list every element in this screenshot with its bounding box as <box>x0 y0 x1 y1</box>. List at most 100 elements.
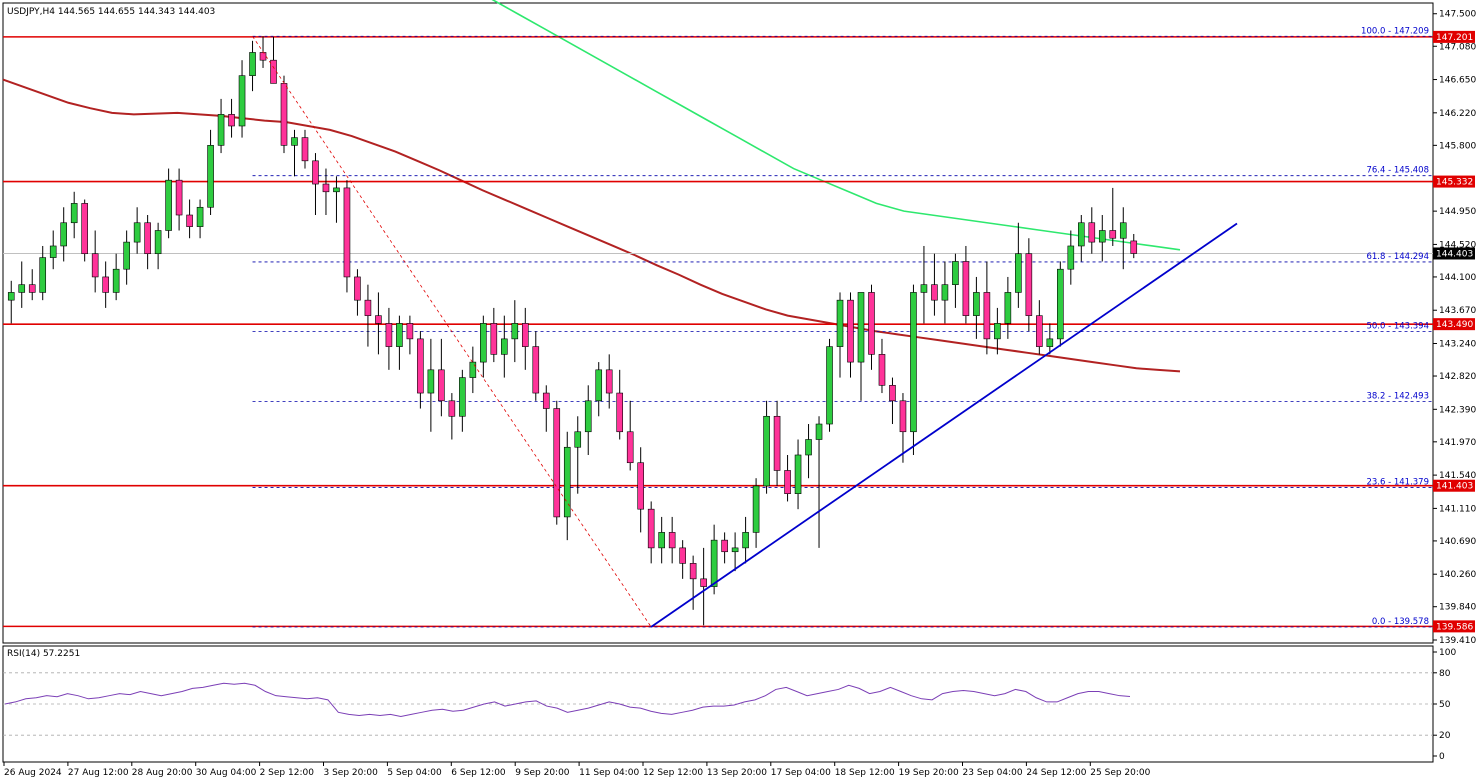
blue-trendline <box>650 222 1238 628</box>
moving-average-red <box>2 78 1181 373</box>
candle-bearish <box>521 323 529 347</box>
candle-bullish <box>574 431 582 448</box>
candle-bullish <box>217 114 225 146</box>
time-tick-label: 26 Aug 2024 <box>4 768 62 778</box>
candle-bearish <box>175 179 183 216</box>
candle-bearish <box>186 214 193 227</box>
moving-averages <box>2 0 1181 373</box>
candle-bearish <box>322 183 330 193</box>
candle-bearish <box>406 323 414 340</box>
candle-bullish <box>973 292 980 316</box>
candle-bearish <box>721 539 728 553</box>
time-axis: 26 Aug 2024 27 Aug 12:00 28 Aug 20:00 30 Au… <box>3 762 1151 778</box>
candle-bullish <box>1015 253 1022 293</box>
level-price-tag <box>1433 318 1475 331</box>
level-price-tag <box>1433 30 1475 43</box>
candle-bearish <box>532 346 540 394</box>
price-tick-label: 142.820 <box>1439 372 1476 382</box>
price-tick-label: 141.110 <box>1439 504 1476 514</box>
candle-bullish <box>480 323 487 363</box>
candle-bullish <box>7 292 15 301</box>
candle-bullish <box>1078 222 1085 247</box>
rsi-axis: 100 80 50 20 0 <box>1433 648 1456 762</box>
candle-bearish <box>931 284 938 301</box>
level-price-label: 143.490 <box>1436 320 1473 330</box>
rsi-tick-label: 50 <box>1439 700 1451 710</box>
candle-bearish <box>679 547 686 564</box>
candle-bullish <box>826 346 833 425</box>
candle-bullish <box>815 423 823 440</box>
fib-level-label: 38.2 - 142.493 <box>1366 391 1429 401</box>
candle-bullish <box>563 446 571 518</box>
candle-bullish <box>1057 268 1064 340</box>
candle-bullish <box>123 241 130 270</box>
price-tick-label: 146.650 <box>1439 76 1476 86</box>
time-tick-label: 30 Aug 04:00 <box>196 768 257 778</box>
candle-bearish <box>626 431 634 464</box>
time-tick-label: 13 Sep 20:00 <box>707 768 767 778</box>
candle-bullish <box>133 222 141 243</box>
candle-bullish <box>291 137 298 146</box>
current-price-label: 144.403 <box>1436 249 1473 259</box>
fib-level-label: 61.8 - 144.294 <box>1366 252 1429 262</box>
time-tick-label: 25 Sep 20:00 <box>1090 768 1150 778</box>
candle-bullish <box>459 377 466 417</box>
candle-bearish <box>616 392 624 433</box>
candle-bullish <box>39 257 47 293</box>
candlesticks <box>7 36 1138 626</box>
candle-bearish <box>1025 253 1033 316</box>
candle-bullish <box>994 323 1001 340</box>
candle-bullish <box>920 284 928 293</box>
candle-bullish <box>165 179 172 231</box>
candle-bullish <box>595 369 603 402</box>
price-tick-label: 143.670 <box>1439 306 1476 316</box>
price-tick-label: 141.970 <box>1439 438 1476 448</box>
candle-bullish <box>333 187 340 193</box>
price-tick-label: 143.240 <box>1439 340 1476 350</box>
candle-bullish <box>1004 292 1012 324</box>
candle-bullish <box>60 222 67 247</box>
candle-bullish <box>752 485 760 533</box>
price-axis: 147.500 147.080 146.650 146.220 145.800 144.9… <box>1433 10 1476 646</box>
candle-bullish <box>952 261 959 285</box>
candle-bearish <box>280 83 288 146</box>
candle-bullish <box>396 323 403 347</box>
level-price-label: 147.201 <box>1436 33 1473 43</box>
candle-bearish <box>364 299 372 316</box>
price-tick-label: 147.080 <box>1439 42 1476 52</box>
candle-bullish <box>511 323 519 340</box>
fib-level-label: 0.0 - 139.578 <box>1372 617 1429 627</box>
price-tick-label: 146.220 <box>1439 109 1476 119</box>
candle-bullish <box>70 203 78 224</box>
candle-bullish <box>941 284 949 301</box>
candle-bearish <box>689 563 697 580</box>
candle-bearish <box>605 369 613 394</box>
price-tick-label: 139.410 <box>1439 636 1476 646</box>
fib-diagonal-line <box>252 36 652 628</box>
price-pane <box>2 2 1434 644</box>
candle-bullish <box>18 284 26 293</box>
candle-bullish <box>710 539 718 587</box>
candle-bearish <box>542 392 550 409</box>
candle-bullish <box>658 532 665 549</box>
candle-bullish <box>857 292 865 363</box>
candle-bullish <box>112 268 120 293</box>
candle-bearish <box>637 462 644 510</box>
rsi-tick-label: 100 <box>1439 648 1456 658</box>
candle-bullish <box>154 230 162 255</box>
level-price-tag <box>1433 620 1475 633</box>
time-tick-label: 5 Sep 04:00 <box>387 768 442 778</box>
candle-bullish <box>742 532 749 549</box>
time-tick-label: 19 Sep 20:00 <box>899 768 959 778</box>
time-tick-label: 9 Sep 20:00 <box>515 768 570 778</box>
candle-bearish <box>773 415 781 471</box>
candle-bearish <box>878 354 886 386</box>
candle-bearish <box>81 203 88 255</box>
candle-bearish <box>343 187 351 278</box>
fib-level-label: 23.6 - 141.379 <box>1366 478 1429 488</box>
time-tick-label: 24 Sep 12:00 <box>1026 768 1086 778</box>
symbol-header: USDJPY,H4 144.565 144.655 144.343 144.40… <box>7 7 215 17</box>
time-tick-label: 17 Sep 04:00 <box>771 768 831 778</box>
candle-bearish <box>259 52 267 61</box>
